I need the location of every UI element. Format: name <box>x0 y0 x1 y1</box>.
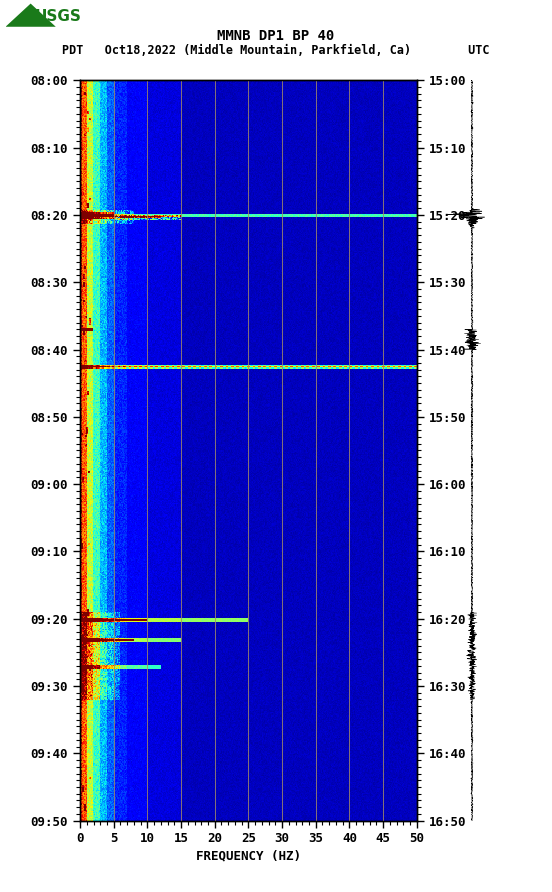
Text: PDT   Oct18,2022 (Middle Mountain, Parkfield, Ca)        UTC: PDT Oct18,2022 (Middle Mountain, Parkfie… <box>62 44 490 57</box>
Text: USGS: USGS <box>34 9 81 23</box>
Text: MMNB DP1 BP 40: MMNB DP1 BP 40 <box>217 29 335 43</box>
Polygon shape <box>6 4 56 27</box>
X-axis label: FREQUENCY (HZ): FREQUENCY (HZ) <box>196 849 301 863</box>
